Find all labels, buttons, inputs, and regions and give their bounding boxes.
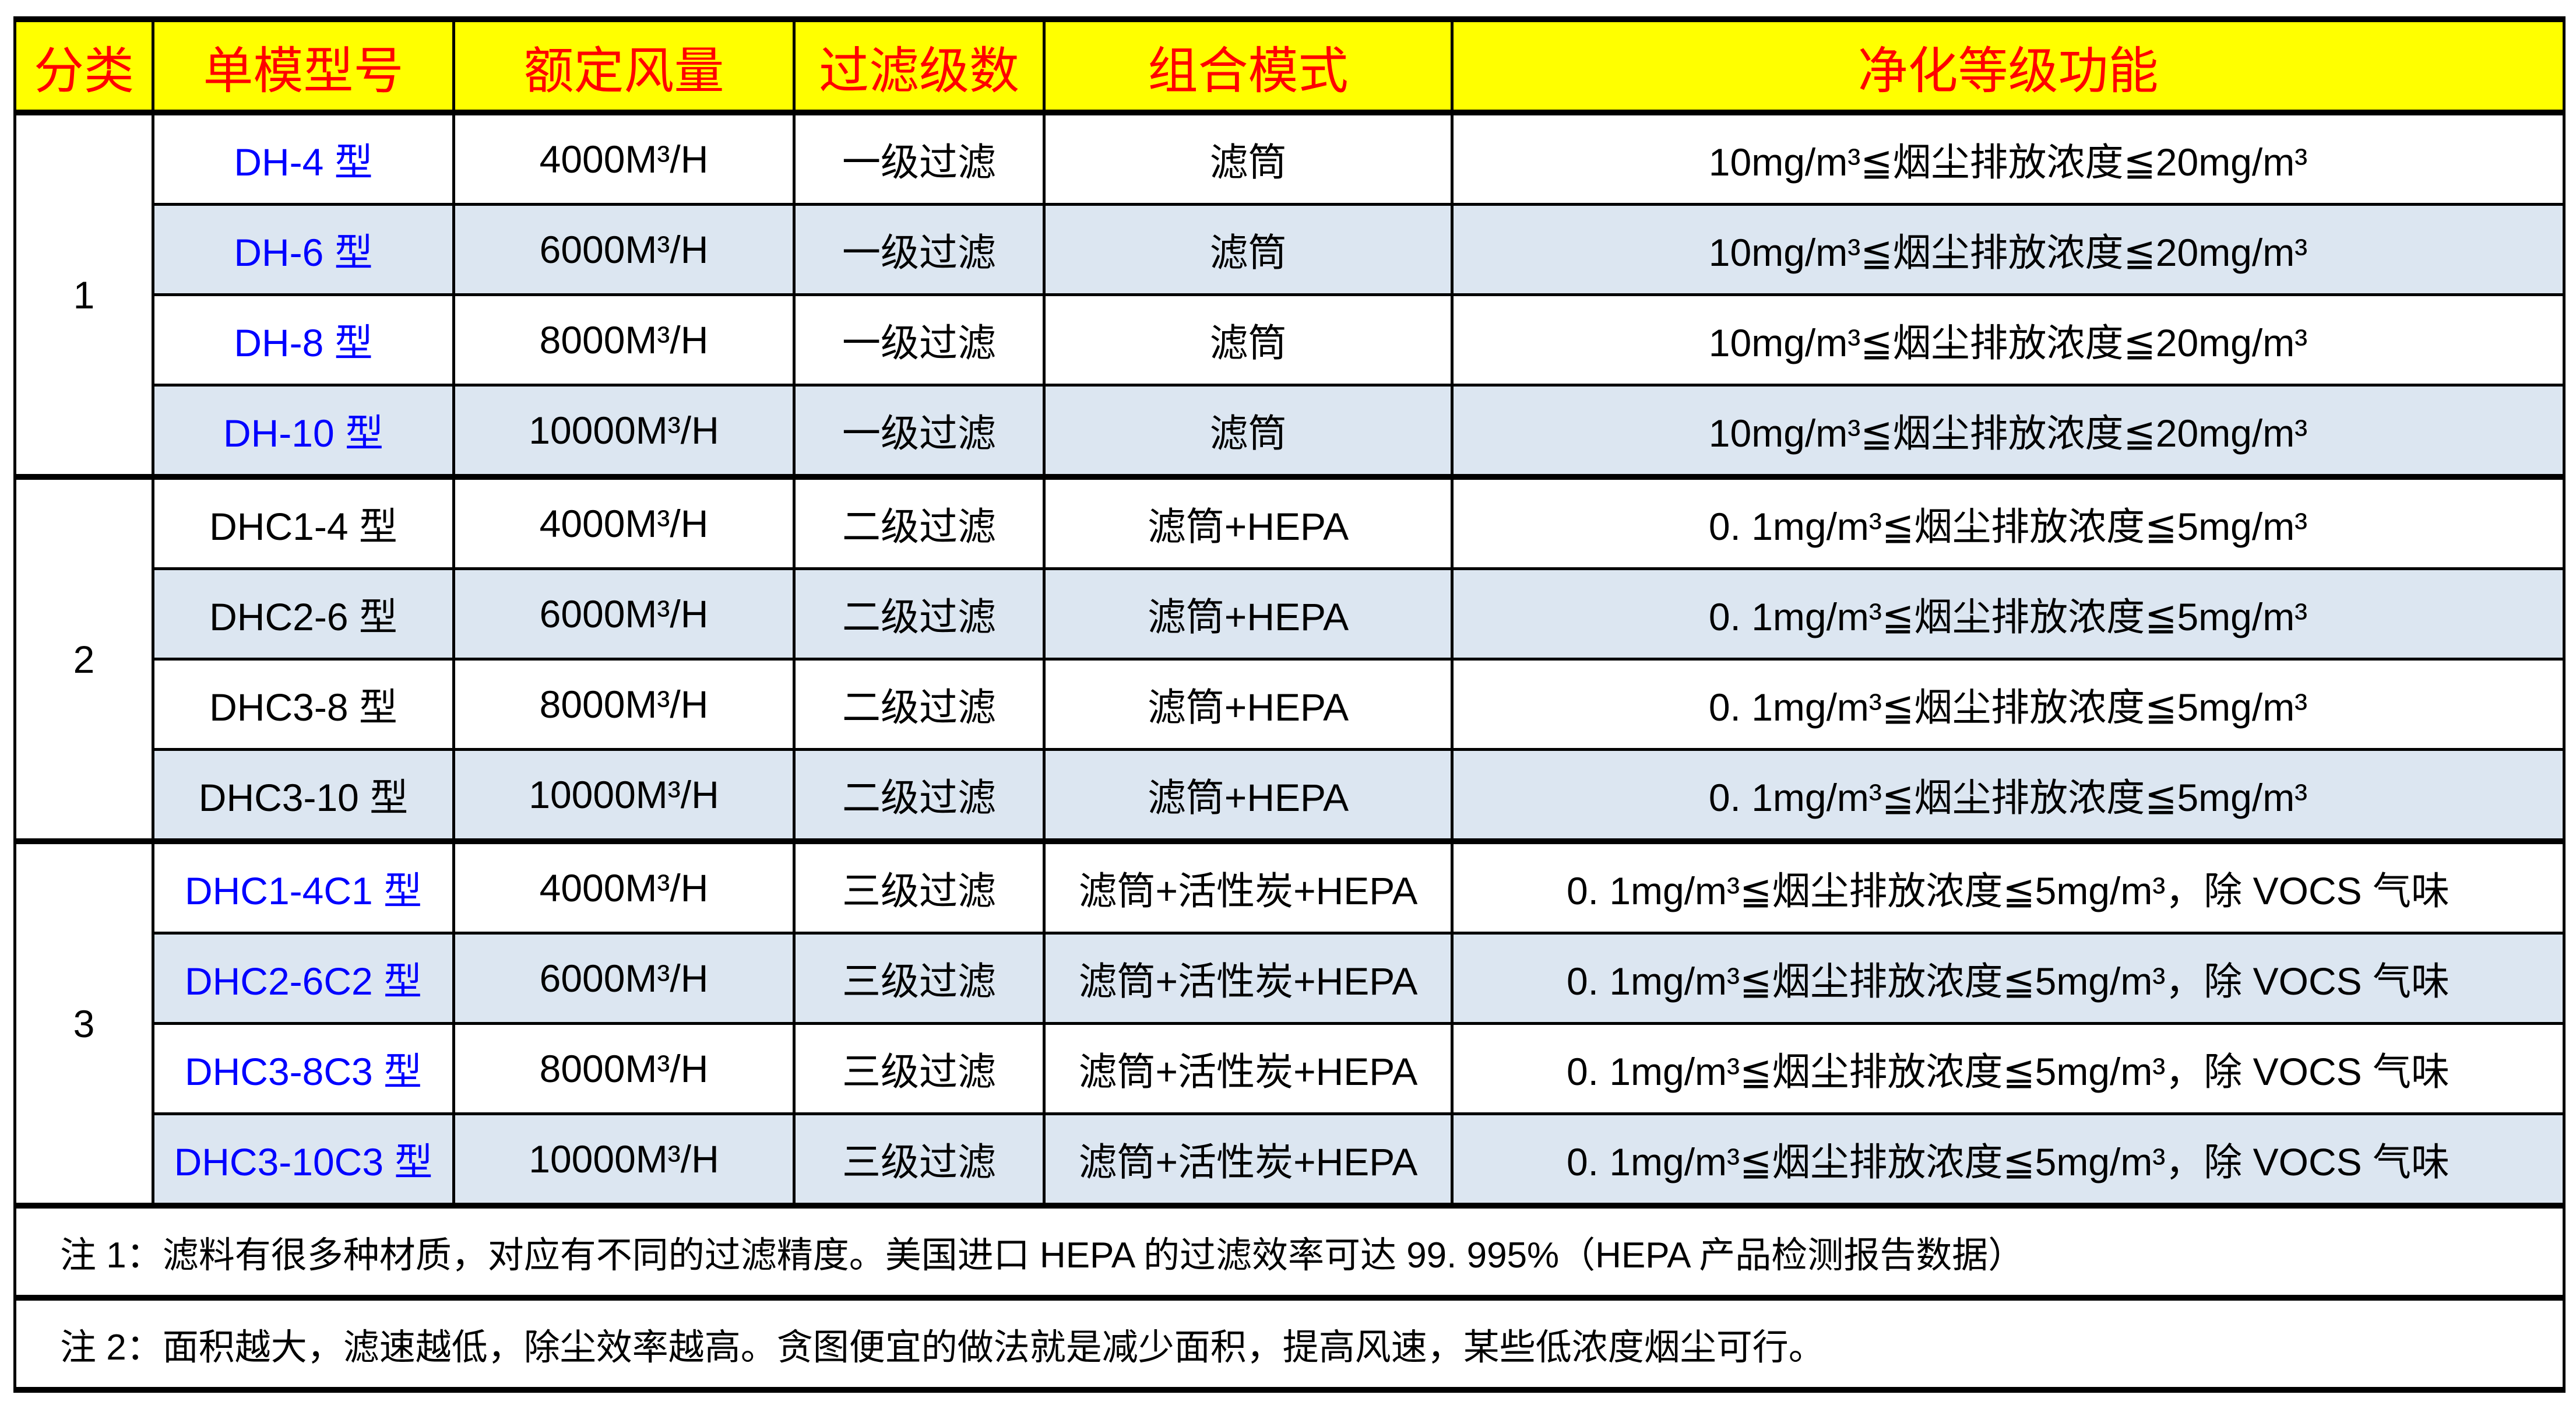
table-row: DHC3-10 型 10000M³/H 二级过滤 滤筒+HEPA 0. 1mg/m³≦烟…	[15, 748, 2566, 843]
airflow-cell: 6000M³/H	[452, 567, 796, 661]
stages-cell: 一级过滤	[793, 384, 1046, 479]
combo-cell: 滤筒+活性炭+HEPA	[1043, 1022, 1454, 1115]
function-cell: 0. 1mg/m³≦烟尘排放浓度≦5mg/m³	[1451, 474, 2566, 570]
airflow-cell: 6000M³/H	[452, 932, 796, 1025]
stages-cell: 三级过滤	[793, 932, 1046, 1025]
airflow-cell: 8000M³/H	[452, 1022, 796, 1115]
category-cell: 2	[13, 474, 154, 843]
table-row: 3 DHC1-4C1 型 4000M³/H 三级过滤 滤筒+活性炭+HEPA 0. 1mg…	[13, 838, 2566, 1207]
stages-cell: 一级过滤	[793, 293, 1046, 387]
airflow-cell: 10000M³/H	[452, 748, 796, 843]
header-row: 分类 单模型号 额定风量 过滤级数 组合模式 净化等级功能	[13, 16, 2566, 115]
function-cell: 10mg/m³≦烟尘排放浓度≦20mg/m³	[1451, 110, 2566, 206]
airflow-cell: 4000M³/H	[452, 110, 796, 206]
airflow-cell: 10000M³/H	[452, 1112, 796, 1207]
combo-cell: 滤筒	[1043, 384, 1454, 479]
function-cell: 0. 1mg/m³≦烟尘排放浓度≦5mg/m³	[1451, 567, 2566, 661]
model-cell: DHC1-4C1 型	[152, 838, 455, 935]
header-combo: 组合模式	[1043, 16, 1454, 115]
stages-cell: 三级过滤	[793, 1022, 1046, 1115]
combo-cell: 滤筒	[1043, 110, 1454, 206]
header-function: 净化等级功能	[1451, 16, 2566, 115]
stages-cell: 三级过滤	[793, 838, 1046, 935]
airflow-cell: 6000M³/H	[452, 203, 796, 296]
header-category: 分类	[13, 16, 154, 115]
table-row: DH-8 型 8000M³/H 一级过滤 滤筒 10mg/m³≦烟尘排放浓度≦20mg/…	[15, 293, 2566, 387]
category-cell: 3	[13, 838, 154, 1207]
combo-cell: 滤筒+活性炭+HEPA	[1043, 1112, 1454, 1207]
table-row: DH-10 型 10000M³/H 一级过滤 滤筒 10mg/m³≦烟尘排放浓度≦20m…	[15, 384, 2566, 479]
model-cell: DH-10 型	[152, 384, 455, 479]
function-cell: 10mg/m³≦烟尘排放浓度≦20mg/m³	[1451, 384, 2566, 479]
stages-cell: 二级过滤	[793, 567, 1046, 661]
combo-cell: 滤筒	[1043, 293, 1454, 387]
model-cell: DHC3-10C3 型	[152, 1112, 455, 1207]
product-spec-table: 分类 单模型号 额定风量 过滤级数 组合模式 净化等级功能 1 DH-4 型 400…	[13, 16, 2566, 1393]
airflow-cell: 8000M³/H	[452, 658, 796, 751]
category-cell: 1	[13, 110, 154, 479]
model-cell: DHC2-6 型	[152, 567, 455, 661]
note-2: 注 2：面积越大，滤速越低，除尘效率越高。贪图便宜的做法就是减少面积，提高风速，…	[13, 1295, 2566, 1393]
stages-cell: 三级过滤	[793, 1112, 1046, 1207]
function-cell: 0. 1mg/m³≦烟尘排放浓度≦5mg/m³，除 VOCS 气味	[1451, 838, 2566, 935]
note-row: 注 2：面积越大，滤速越低，除尘效率越高。贪图便宜的做法就是减少面积，提高风速，…	[13, 1295, 2566, 1393]
table-row: DHC3-10C3 型 10000M³/H 三级过滤 滤筒+活性炭+HEPA 0. 1m…	[15, 1112, 2566, 1207]
header-stages: 过滤级数	[793, 16, 1046, 115]
combo-cell: 滤筒+活性炭+HEPA	[1043, 838, 1454, 935]
table-row: DH-6 型 6000M³/H 一级过滤 滤筒 10mg/m³≦烟尘排放浓度≦20mg/…	[15, 203, 2566, 296]
model-cell: DHC3-10 型	[152, 748, 455, 843]
table-row: 1 DH-4 型 4000M³/H 一级过滤 滤筒 10mg/m³≦烟尘排放浓度≦20mg…	[13, 110, 2566, 479]
function-cell: 10mg/m³≦烟尘排放浓度≦20mg/m³	[1451, 203, 2566, 296]
model-cell: DH-4 型	[152, 110, 455, 206]
note-row: 注 1：滤料有很多种材质，对应有不同的过滤精度。美国进口 HEPA 的过滤效率可…	[13, 1203, 2566, 1301]
function-cell: 0. 1mg/m³≦烟尘排放浓度≦5mg/m³，除 VOCS 气味	[1451, 1022, 2566, 1115]
header-airflow: 额定风量	[452, 16, 796, 115]
airflow-cell: 4000M³/H	[452, 474, 796, 570]
table-row: 2 DHC1-4 型 4000M³/H 二级过滤 滤筒+HEPA 0. 1mg/m³≦烟尘…	[13, 474, 2566, 843]
model-cell: DH-6 型	[152, 203, 455, 296]
model-cell: DHC3-8C3 型	[152, 1022, 455, 1115]
stages-cell: 一级过滤	[793, 203, 1046, 296]
combo-cell: 滤筒+HEPA	[1043, 474, 1454, 570]
model-cell: DHC1-4 型	[152, 474, 455, 570]
note-1: 注 1：滤料有很多种材质，对应有不同的过滤精度。美国进口 HEPA 的过滤效率可…	[13, 1203, 2566, 1301]
table-row: DHC2-6C2 型 6000M³/H 三级过滤 滤筒+活性炭+HEPA 0. 1mg/…	[15, 932, 2566, 1025]
function-cell: 0. 1mg/m³≦烟尘排放浓度≦5mg/m³	[1451, 658, 2566, 751]
combo-cell: 滤筒+HEPA	[1043, 658, 1454, 751]
header-model: 单模型号	[152, 16, 455, 115]
table-row: DHC2-6 型 6000M³/H 二级过滤 滤筒+HEPA 0. 1mg/m³≦烟尘排…	[15, 567, 2566, 661]
combo-cell: 滤筒+活性炭+HEPA	[1043, 932, 1454, 1025]
airflow-cell: 8000M³/H	[452, 293, 796, 387]
function-cell: 10mg/m³≦烟尘排放浓度≦20mg/m³	[1451, 293, 2566, 387]
stages-cell: 一级过滤	[793, 110, 1046, 206]
combo-cell: 滤筒+HEPA	[1043, 748, 1454, 843]
table-row: DHC3-8 型 8000M³/H 二级过滤 滤筒+HEPA 0. 1mg/m³≦烟尘排…	[15, 658, 2566, 751]
model-cell: DHC2-6C2 型	[152, 932, 455, 1025]
model-cell: DH-8 型	[152, 293, 455, 387]
function-cell: 0. 1mg/m³≦烟尘排放浓度≦5mg/m³，除 VOCS 气味	[1451, 932, 2566, 1025]
stages-cell: 二级过滤	[793, 658, 1046, 751]
combo-cell: 滤筒	[1043, 203, 1454, 296]
stages-cell: 二级过滤	[793, 474, 1046, 570]
combo-cell: 滤筒+HEPA	[1043, 567, 1454, 661]
model-cell: DHC3-8 型	[152, 658, 455, 751]
stages-cell: 二级过滤	[793, 748, 1046, 843]
airflow-cell: 10000M³/H	[452, 384, 796, 479]
airflow-cell: 4000M³/H	[452, 838, 796, 935]
function-cell: 0. 1mg/m³≦烟尘排放浓度≦5mg/m³，除 VOCS 气味	[1451, 1112, 2566, 1207]
table-body: 1 DH-4 型 4000M³/H 一级过滤 滤筒 10mg/m³≦烟尘排放浓度≦20mg…	[13, 110, 2566, 1393]
function-cell: 0. 1mg/m³≦烟尘排放浓度≦5mg/m³	[1451, 748, 2566, 843]
table-row: DHC3-8C3 型 8000M³/H 三级过滤 滤筒+活性炭+HEPA 0. 1mg/…	[15, 1022, 2566, 1115]
